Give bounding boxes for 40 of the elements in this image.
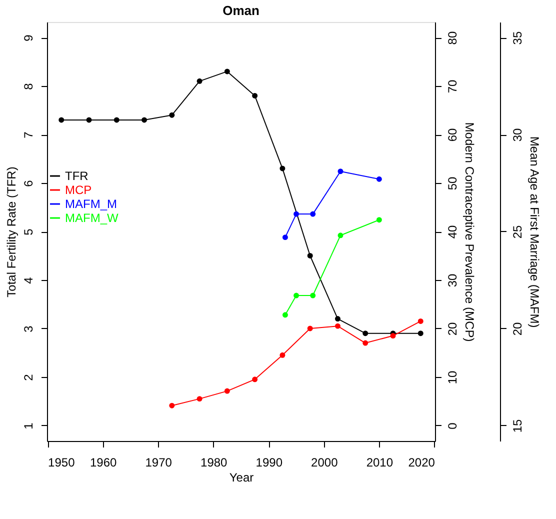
text: MAFM_M	[65, 197, 117, 211]
text: TFR	[65, 169, 89, 183]
y3-tick-label: 20	[510, 322, 524, 336]
y-tick-label: 3	[22, 325, 36, 332]
y2-tick-label: 70	[446, 80, 460, 94]
y-tick-label: 2	[22, 374, 36, 381]
x-tick-label: 1980	[200, 456, 228, 470]
x-tick-label: 2000	[311, 456, 338, 470]
y-tick-label: 6	[22, 180, 36, 187]
chart-title: Oman	[222, 3, 260, 18]
x-tick-label: 1990	[256, 456, 283, 470]
text: MAFM_W	[65, 211, 119, 225]
y-axis-title: Total Fertility Rate (TFR)	[4, 166, 18, 298]
y-tick-label: 4	[22, 276, 36, 284]
x-tick-label: 1960	[90, 456, 117, 470]
y3-tick-label: 35	[510, 31, 524, 45]
y-tick-label: 7	[22, 131, 36, 138]
x-tick-label: 2010	[366, 456, 394, 470]
y2-tick-label: 30	[446, 274, 460, 288]
y-tick-label: 8	[22, 82, 36, 90]
y2-tick-label: 20	[446, 322, 460, 336]
y2-axis-title: Modern Contraceptive Prevalence (MCP)	[462, 122, 476, 342]
y2-tick-label: 50	[446, 176, 460, 190]
y3-axis-title: Mean Age at First Marriage (MAFM)	[528, 136, 542, 328]
x-tick-label: 2020	[408, 456, 436, 470]
x-axis-title: Year	[229, 470, 254, 484]
text: MCP	[65, 183, 92, 197]
y2-tick-label: 0	[446, 422, 460, 430]
y3-tick-label: 15	[510, 418, 524, 433]
y3-tick-label: 30	[510, 128, 524, 142]
y-tick-label: 1	[22, 422, 36, 430]
y-tick-label: 9	[22, 34, 36, 42]
y2-tick-label: 80	[446, 31, 460, 45]
y3-tick-label: 25	[510, 225, 524, 239]
y2-tick-label: 60	[446, 128, 460, 142]
x-tick-label: 1970	[145, 456, 172, 470]
y2-tick-label: 40	[446, 225, 460, 239]
y2-tick-label: 10	[446, 370, 460, 384]
x-tick-label: 1950	[48, 456, 76, 470]
y-tick-label: 5	[22, 228, 36, 236]
